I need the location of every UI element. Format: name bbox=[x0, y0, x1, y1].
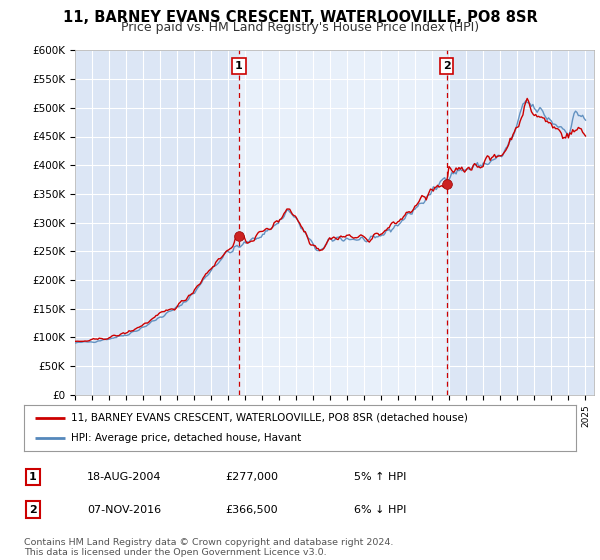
Bar bbox=[239, 50, 447, 395]
Text: HPI: Average price, detached house, Havant: HPI: Average price, detached house, Hava… bbox=[71, 433, 301, 443]
Text: £277,000: £277,000 bbox=[225, 472, 278, 482]
Text: Contains HM Land Registry data © Crown copyright and database right 2024.
This d: Contains HM Land Registry data © Crown c… bbox=[24, 538, 394, 557]
Text: £366,500: £366,500 bbox=[225, 505, 278, 515]
Text: 5% ↑ HPI: 5% ↑ HPI bbox=[354, 472, 406, 482]
Text: 11, BARNEY EVANS CRESCENT, WATERLOOVILLE, PO8 8SR (detached house): 11, BARNEY EVANS CRESCENT, WATERLOOVILLE… bbox=[71, 413, 468, 423]
Text: 2: 2 bbox=[443, 60, 451, 71]
Text: Price paid vs. HM Land Registry's House Price Index (HPI): Price paid vs. HM Land Registry's House … bbox=[121, 21, 479, 34]
Text: 07-NOV-2016: 07-NOV-2016 bbox=[87, 505, 161, 515]
Text: 2: 2 bbox=[29, 505, 37, 515]
Text: 1: 1 bbox=[235, 60, 243, 71]
Text: 18-AUG-2004: 18-AUG-2004 bbox=[87, 472, 161, 482]
Text: 1: 1 bbox=[29, 472, 37, 482]
Text: 6% ↓ HPI: 6% ↓ HPI bbox=[354, 505, 406, 515]
Text: 11, BARNEY EVANS CRESCENT, WATERLOOVILLE, PO8 8SR: 11, BARNEY EVANS CRESCENT, WATERLOOVILLE… bbox=[62, 10, 538, 25]
